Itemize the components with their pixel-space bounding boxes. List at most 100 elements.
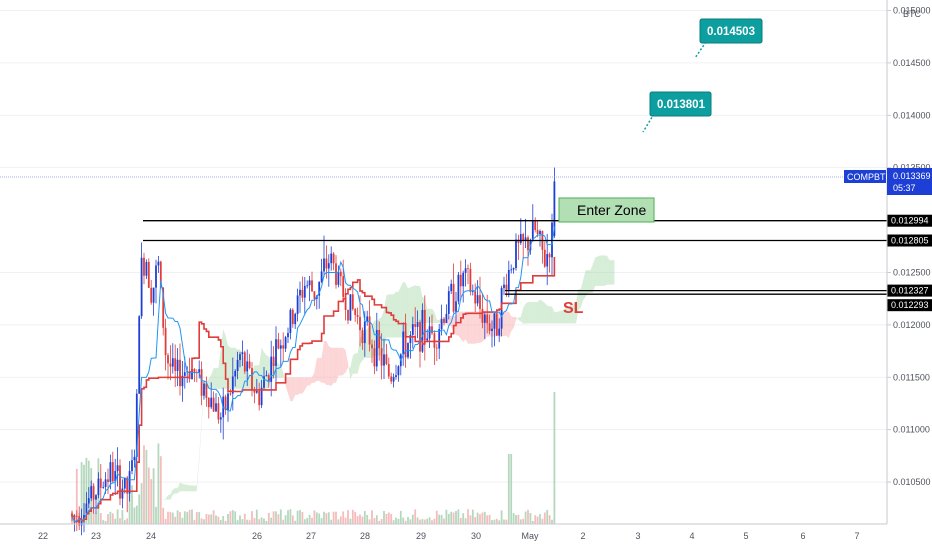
cloud-segment	[235, 347, 238, 389]
candle-body	[390, 376, 393, 382]
volume-bar	[275, 511, 277, 524]
cloud-segment	[355, 353, 358, 374]
tenkan-line	[71, 226, 555, 523]
cloud-segment	[345, 350, 348, 373]
candle-body	[524, 237, 527, 241]
volume-bar	[438, 514, 441, 524]
volume-bar	[294, 520, 297, 524]
cloud-segment	[571, 303, 574, 324]
x-tick-label: 24	[146, 531, 156, 541]
volume-bar	[339, 516, 342, 524]
candle-body	[289, 309, 292, 334]
candle-body	[191, 368, 193, 380]
candle-body	[107, 479, 109, 482]
level-tag	[887, 234, 932, 247]
cloud-segment	[211, 368, 214, 389]
volume-bar	[507, 454, 510, 524]
candle-body	[414, 324, 417, 327]
volume-bar	[539, 514, 541, 524]
x-tick-label: May	[521, 531, 539, 541]
volume-bar	[164, 518, 167, 524]
volume-bar	[212, 510, 215, 524]
candle-body	[443, 318, 445, 323]
volume-bar	[289, 509, 292, 524]
y-tick-label: 0.010500	[893, 477, 931, 487]
cloud-segment	[184, 484, 188, 492]
volume-bar	[452, 512, 455, 524]
candle-body	[421, 309, 424, 352]
cloud-segment	[328, 346, 332, 387]
indicator-lines	[71, 226, 556, 523]
candle-body	[279, 345, 282, 349]
candle-body	[169, 363, 172, 367]
cloud-segment	[302, 377, 305, 394]
volume-bar	[243, 513, 246, 524]
volume-bar	[515, 515, 517, 524]
volume-bar	[411, 514, 414, 524]
candle-body	[347, 309, 349, 321]
volume-bar	[183, 511, 186, 524]
y-tick-label: 0.011000	[893, 425, 930, 435]
volume-bar	[323, 511, 325, 524]
price-axis[interactable]: 0.015000 0.014500 0.014000 0.013500 0.012500…	[886, 0, 931, 524]
cloud-segment	[340, 347, 344, 376]
volume-bar	[251, 511, 253, 524]
target-bubble-1[interactable]: 0.013801	[642, 91, 712, 133]
cloud-segment	[352, 353, 356, 374]
volume-bar	[375, 515, 378, 524]
cloud-segment	[218, 347, 221, 389]
volume-bar	[219, 519, 222, 524]
candle-body	[104, 479, 107, 487]
target-1-pointer	[642, 113, 655, 133]
volume-bar	[524, 511, 527, 524]
cloud-segment	[604, 255, 608, 286]
volume-bar	[359, 514, 361, 524]
grid	[0, 9, 887, 483]
cloud-segment	[196, 456, 200, 492]
cloud-segment	[576, 289, 579, 324]
volume-bar	[529, 513, 532, 524]
candle-body	[361, 330, 364, 344]
cloud-segment	[564, 307, 567, 324]
volume-bar	[534, 515, 537, 524]
volume-bar	[330, 519, 333, 524]
cloud-segment	[530, 302, 533, 324]
candle-body	[397, 366, 400, 376]
candle-body	[87, 498, 90, 504]
candle-body	[251, 367, 253, 391]
volume-bar	[301, 511, 304, 524]
target-bubble-2[interactable]: 0.014503	[694, 18, 763, 59]
volume-bar	[83, 464, 85, 524]
volume-bar	[541, 518, 544, 524]
volume-bar	[138, 494, 141, 524]
x-tick-label: 6	[800, 531, 805, 541]
volume-bar	[347, 510, 349, 524]
x-tick-label: 7	[854, 531, 859, 541]
volume-bar	[296, 510, 299, 524]
candle-body	[356, 315, 359, 317]
enter-zone-annotation[interactable]: Enter Zone	[558, 197, 655, 223]
cloud-segment	[552, 306, 555, 324]
candle-body	[428, 326, 431, 339]
cloud-segment	[163, 498, 166, 500]
candle-body	[507, 269, 510, 290]
volume-bar	[342, 511, 345, 524]
candle-body	[234, 370, 237, 377]
candle-body	[131, 460, 133, 472]
cloud-segment	[429, 308, 432, 324]
volume-bar	[169, 511, 172, 524]
candle-body	[330, 253, 333, 264]
time-axis[interactable]: 22 23 24 26 27 28 29 30 May 2 3 4 5 6 7	[0, 523, 887, 541]
candle-body	[447, 291, 450, 314]
cloud-segment	[458, 311, 461, 340]
candle-body	[363, 321, 366, 344]
x-tick-label: 29	[416, 531, 426, 541]
volume-bar	[546, 509, 549, 524]
candle-body	[371, 344, 373, 349]
cloud-segment	[350, 355, 353, 380]
cloud-segment	[609, 260, 612, 285]
volume-bar	[176, 510, 179, 524]
cloud-segment	[254, 365, 257, 389]
stop-loss-label[interactable]: SL	[563, 300, 584, 317]
